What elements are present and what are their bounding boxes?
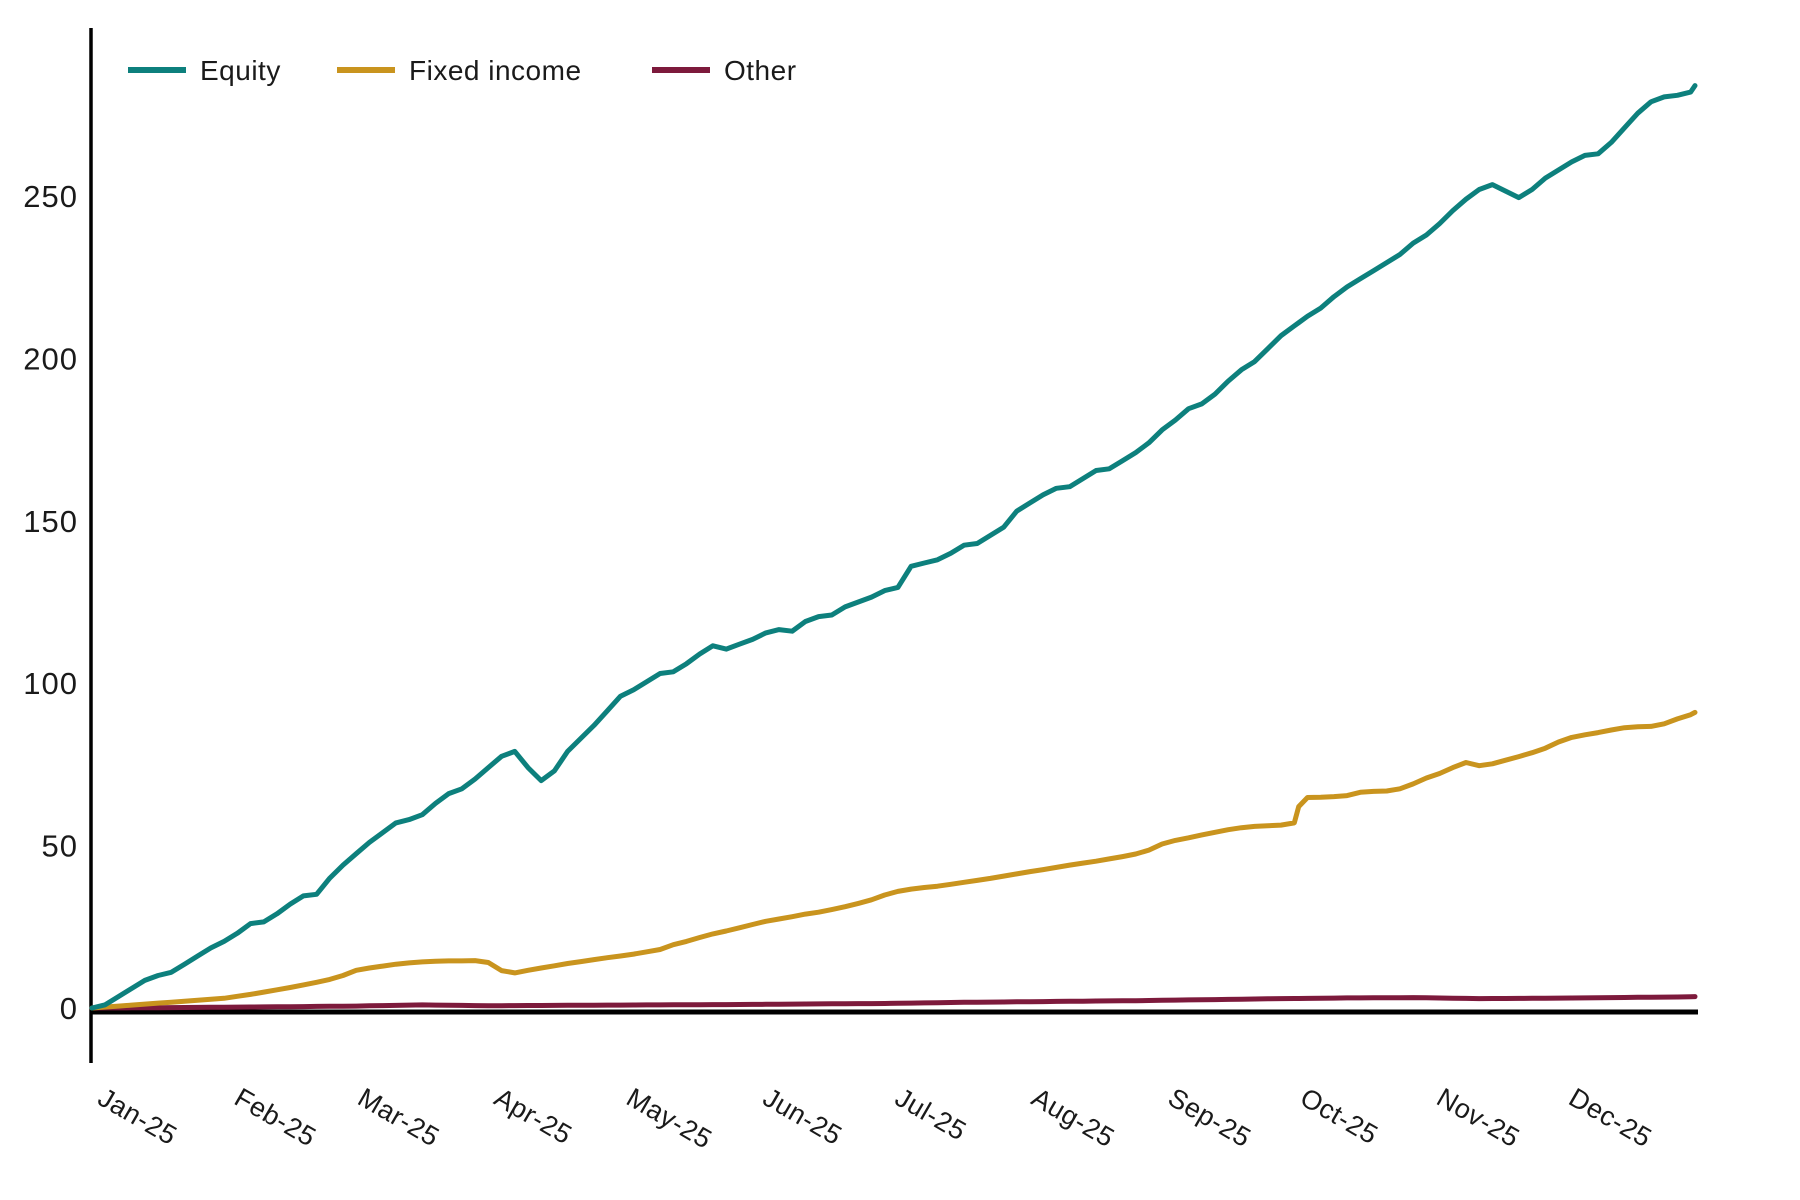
legend-label: Other xyxy=(724,55,797,86)
y-tick-label: 0 xyxy=(60,991,78,1026)
series-lines xyxy=(89,83,1698,1011)
x-tick-label: Apr-25 xyxy=(489,1082,577,1150)
legend-item-equity: Equity xyxy=(128,55,281,86)
x-tick-label: Mar-25 xyxy=(353,1082,445,1152)
y-tick-label: 250 xyxy=(23,179,78,214)
x-axis-tick-labels: Jan-25 Feb-25 Mar-25 Apr-25 May-25 Jun-25 Jul-… xyxy=(93,1082,1657,1154)
y-tick-label: 50 xyxy=(42,829,78,864)
series-line-equity xyxy=(89,83,1698,1011)
x-tick-label: Oct-25 xyxy=(1295,1082,1383,1150)
y-tick-label: 200 xyxy=(23,341,78,376)
series-line-other xyxy=(89,994,1698,1011)
x-tick-label: Sep-25 xyxy=(1163,1082,1256,1153)
x-tick-label: Nov-25 xyxy=(1432,1082,1525,1153)
y-tick-label: 100 xyxy=(23,666,78,701)
x-tick-label: Aug-25 xyxy=(1027,1082,1120,1153)
legend-item-other: Other xyxy=(652,55,797,86)
legend-label: Fixed income xyxy=(409,55,582,86)
legend-label: Equity xyxy=(200,55,281,86)
x-tick-label: Feb-25 xyxy=(230,1082,322,1152)
y-tick-label: 150 xyxy=(23,504,78,539)
x-tick-label: Jan-25 xyxy=(93,1082,182,1151)
y-axis-tick-labels: 0 50 100 150 200 250 xyxy=(23,179,78,1026)
x-tick-label: Dec-25 xyxy=(1564,1082,1657,1153)
x-tick-label: May-25 xyxy=(621,1082,717,1154)
x-tick-label: Jul-25 xyxy=(890,1082,971,1146)
legend: Equity Fixed income Other xyxy=(128,55,797,86)
legend-item-fixed-income: Fixed income xyxy=(337,55,582,86)
series-line-fixed-income xyxy=(89,709,1698,1011)
x-tick-label: Jun-25 xyxy=(758,1082,847,1151)
